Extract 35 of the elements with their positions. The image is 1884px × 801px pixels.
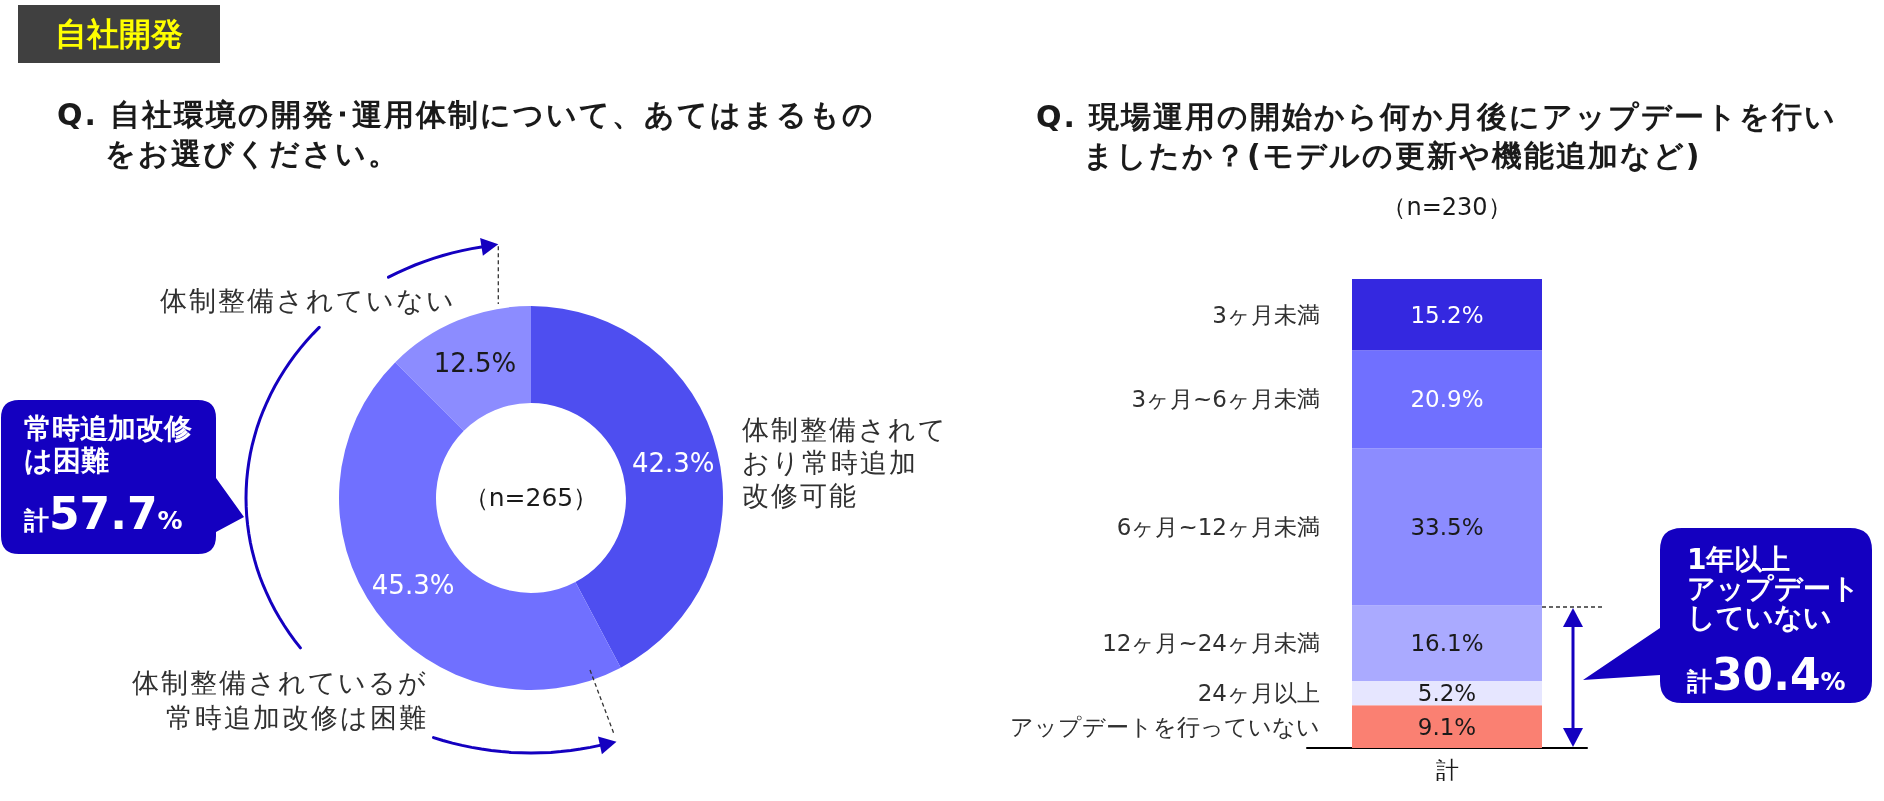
bar (1352, 680, 1542, 706)
series-label: 24ヶ月以上 (1197, 680, 1320, 707)
data-label: 12.5% (433, 347, 517, 378)
text: 1年以上アップデートしていない (1687, 543, 1861, 634)
text: 自社開発 (18, 5, 220, 63)
slice-label: 体制整備されていない (160, 284, 456, 318)
series-label: 6ヶ月~12ヶ月未満 (1116, 513, 1320, 540)
data-label: 45.3% (371, 569, 455, 600)
chart-title: Q. 自社環境の開発･運用体制について、あてはまるものをお選びください。 (57, 96, 877, 173)
chart-subtitle: （n=230） (1382, 192, 1512, 222)
data-label: 42.3% (631, 447, 715, 478)
text: 計57.7% (24, 488, 183, 539)
bar (1352, 448, 1542, 606)
text: （n=265） (463, 483, 599, 513)
bar (1352, 705, 1542, 748)
series-label: 3ヶ月未満 (1212, 301, 1320, 328)
series-label: 12ヶ月~24ヶ月未満 (1102, 630, 1320, 657)
data-label: 20.9% (1410, 386, 1484, 413)
data-label: 15.2% (1410, 301, 1484, 328)
series-label: アップデートを行っていない (1010, 713, 1320, 740)
data-label: 5.2% (1417, 680, 1477, 707)
text: 計30.4% (1687, 649, 1846, 700)
category-label: 体制整備されているが (132, 667, 428, 698)
chart-title: Q. 現場運用の開始から何か月後にアップデートを行いましたか？(モデルの更新や機能追加など) (1036, 98, 1839, 175)
x-tick-label: 計 (1435, 756, 1459, 783)
bar (1352, 350, 1542, 449)
data-label: 33.5% (1410, 513, 1484, 540)
bar (1352, 279, 1542, 351)
data-label: 9.1% (1417, 713, 1477, 740)
text: 常時追加改修は困難 (24, 412, 192, 477)
text: 常時追加改修は困難 (166, 702, 428, 733)
bar (1352, 605, 1542, 681)
data-label: 16.1% (1410, 630, 1484, 657)
category-label: 体制整備されており常時追加改修可能 (742, 414, 948, 511)
series-label: 3ヶ月~6ヶ月未満 (1131, 386, 1320, 413)
